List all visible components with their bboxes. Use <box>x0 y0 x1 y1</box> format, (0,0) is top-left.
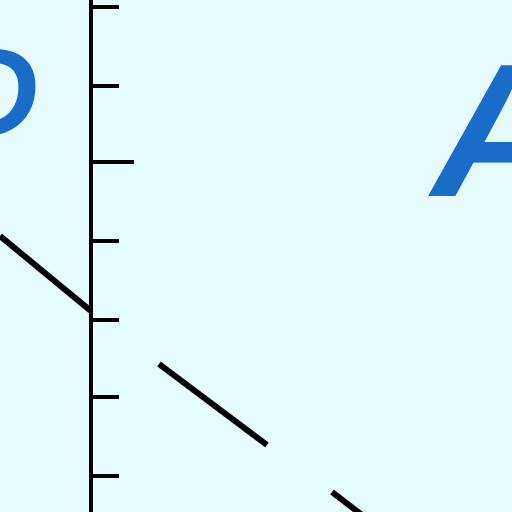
solid-line <box>0 233 93 314</box>
dashed-line <box>157 361 363 512</box>
right-letter: A <box>428 25 512 237</box>
dash-segment <box>330 489 363 512</box>
left-letter: D <box>0 22 39 163</box>
axis-ticks <box>91 5 134 478</box>
dash-segment <box>157 361 269 448</box>
